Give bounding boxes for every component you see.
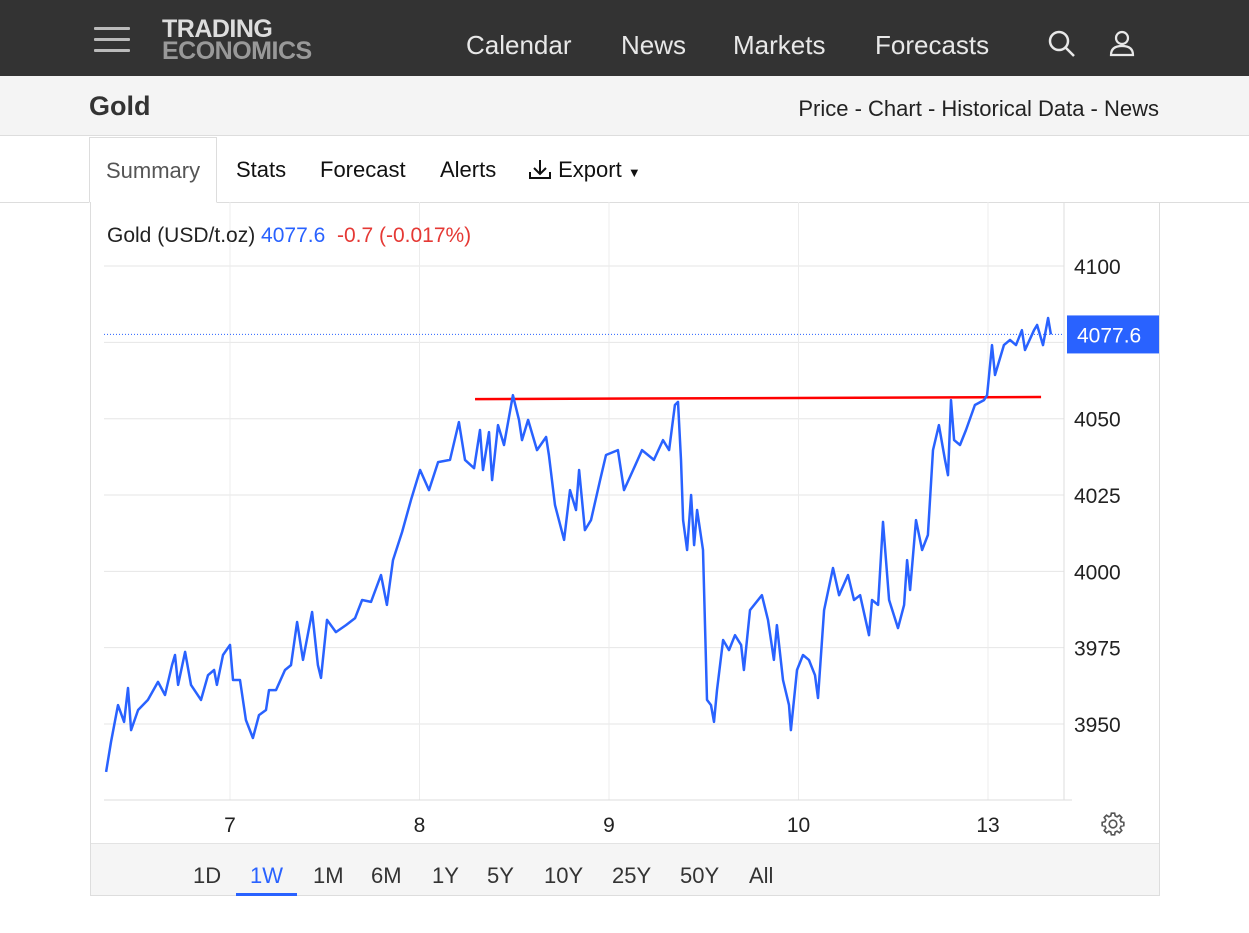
page-header: Gold Price - Chart - Historical Data - N… [0,76,1249,136]
logo-line2: ECONOMICS [162,37,312,65]
search-icon[interactable] [1047,29,1077,59]
range-5y[interactable]: 5Y [487,863,514,888]
y-tick-label: 4000 [1074,561,1121,584]
x-tick-label: 8 [414,814,426,837]
page-links[interactable]: Price - Chart - Historical Data - News [798,96,1159,121]
range-1m[interactable]: 1M [313,863,344,888]
y-tick-label: 4100 [1074,256,1121,279]
range-1y[interactable]: 1Y [432,863,459,888]
download-icon [529,160,551,179]
tab-stats[interactable]: Stats [236,157,287,182]
range-1w[interactable]: 1W [236,863,297,896]
last-price-tag [1067,315,1159,354]
legend-price: 4077.6 [261,224,326,247]
price-line [104,316,1053,773]
range-50y[interactable]: 50Y [680,863,720,888]
page-title: Gold [89,91,151,121]
nav-markets[interactable]: Markets [733,30,826,60]
x-tick-label: 9 [603,814,615,837]
tab-alerts[interactable]: Alerts [440,157,497,182]
y-tick-label: 4050 [1074,409,1121,432]
export-label: Export [558,157,622,182]
user-icon[interactable] [1108,29,1136,57]
tab-export[interactable]: Export ▼ [528,157,641,183]
nav-calendar[interactable]: Calendar [466,30,572,60]
range-selector: 1D 1W 1M 6M 1Y 5Y 10Y 25Y 50Y All [91,843,1159,896]
caret-down-icon: ▼ [627,165,641,180]
y-tick-label: 3975 [1074,638,1121,661]
logo[interactable]: TRADING ECONOMICS [162,15,312,65]
legend-change: -0.7 (-0.017%) [336,224,472,247]
gear-icon[interactable] [1100,811,1126,837]
chart-legend: Gold (USD/t.oz) 4077.6 -0.7 (-0.017%) [107,224,471,248]
range-10y[interactable]: 10Y [544,863,584,888]
tab-summary[interactable]: Summary [89,137,217,203]
range-1d[interactable]: 1D [193,863,222,888]
x-tick-label: 10 [787,814,810,837]
menu-icon[interactable] [94,27,130,53]
chart-container: Gold (USD/t.oz) 4077.6 -0.7 (-0.017%) 7 8… [90,202,1160,896]
price-chart[interactable]: 7 8 9 10 13 3950 3975 4000 4025 4050 4100 4077.6 [91,202,1159,843]
top-navbar: TRADING ECONOMICS Calendar News Markets … [0,0,1249,76]
legend-name: Gold (USD/t.oz) [107,224,256,247]
range-6m[interactable]: 6M [371,863,402,888]
last-price-tag-label: 4077.6 [1077,324,1141,347]
range-25y[interactable]: 25Y [612,863,652,888]
tab-bar: Summary Stats Forecast Alerts Export ▼ [0,137,1249,203]
logo-line1: TRADING [162,15,273,43]
x-tick-label: 7 [224,814,236,837]
resistance-line [475,395,1042,401]
y-tick-label: 3950 [1074,714,1121,737]
tab-forecast[interactable]: Forecast [320,157,406,182]
range-all[interactable]: All [749,863,774,888]
y-tick-label: 4025 [1074,485,1121,508]
nav-news[interactable]: News [621,30,687,60]
x-tick-label: 13 [976,814,999,837]
nav-forecasts[interactable]: Forecasts [875,30,990,60]
